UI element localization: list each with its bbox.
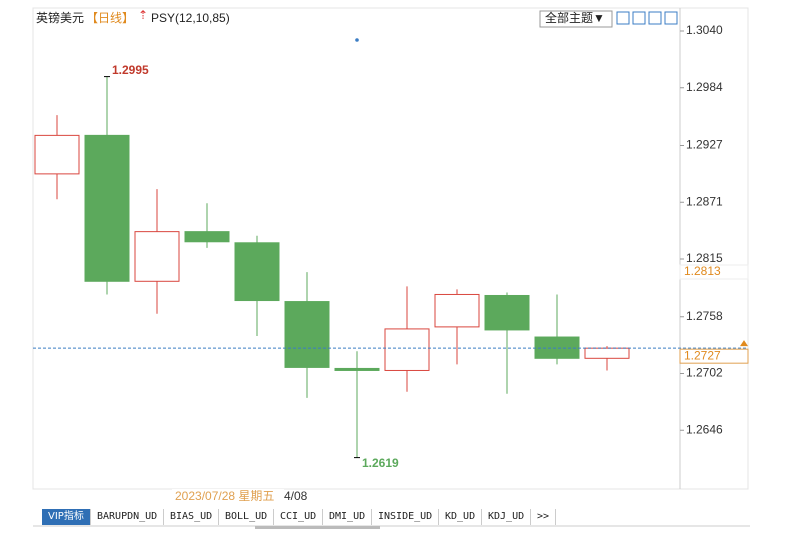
tab[interactable]: KD_UD: [439, 509, 483, 525]
y-tick-label: 1.2871: [686, 194, 723, 208]
candle-body: [284, 301, 330, 368]
tab[interactable]: BARUPDN_UD: [91, 509, 165, 525]
tab[interactable]: DMI_UD: [323, 509, 373, 525]
tab[interactable]: INSIDE_UD: [372, 509, 440, 525]
period: 【日线】: [86, 11, 134, 25]
candle-body: [134, 231, 180, 282]
chart-title: 英镑美元: [36, 10, 84, 25]
tab[interactable]: VIP指标: [42, 509, 91, 525]
arrow-icon: ⇡: [138, 8, 148, 22]
y-tick-label: 1.2646: [686, 422, 723, 436]
scrollbar[interactable]: [255, 526, 380, 529]
tab[interactable]: KDJ_UD: [482, 509, 532, 525]
candle-body: [84, 134, 130, 282]
tab[interactable]: CCI_UD: [274, 509, 324, 525]
tab[interactable]: BOLL_UD: [219, 509, 275, 525]
candle-body: [384, 328, 430, 371]
candle-body: [584, 347, 630, 359]
tab[interactable]: BIAS_UD: [164, 509, 220, 525]
candle-body: [184, 231, 230, 243]
candle-body: [434, 293, 480, 328]
candle-body: [34, 134, 80, 175]
last-price-box: [679, 348, 749, 364]
partial-date: 4/08: [284, 489, 308, 503]
marker-dot: [355, 38, 359, 42]
date-box: [172, 489, 284, 505]
theme-button-label[interactable]: 全部主题▼: [545, 10, 605, 25]
candle-body: [534, 336, 580, 359]
y-tick-label: 1.2815: [686, 251, 723, 265]
theme-button[interactable]: [539, 10, 613, 28]
candle-body: [234, 242, 280, 302]
indicator: PSY(12,10,85): [151, 11, 230, 25]
level-label: 1.2813: [684, 264, 721, 278]
candle-body: [334, 367, 380, 371]
y-tick-label: 1.2927: [686, 138, 723, 152]
y-tick-label: 1.2758: [686, 309, 723, 323]
y-tick-label: 1.3040: [686, 23, 723, 37]
low-label: 1.2619: [362, 456, 399, 470]
toolbar-icons[interactable]: [616, 11, 678, 25]
level-box: [679, 264, 749, 280]
last-price-arrow: [740, 340, 748, 347]
y-tick-label: 1.2702: [686, 366, 723, 380]
crosshair-date: 2023/07/28 星期五: [175, 489, 274, 503]
plot-frame: [32, 7, 749, 490]
tab[interactable]: >>: [531, 509, 557, 525]
candle-body: [484, 294, 530, 331]
y-tick-label: 1.2984: [686, 80, 723, 94]
last-price-label: 1.2727: [684, 348, 721, 362]
high-label: 1.2995: [112, 63, 149, 77]
